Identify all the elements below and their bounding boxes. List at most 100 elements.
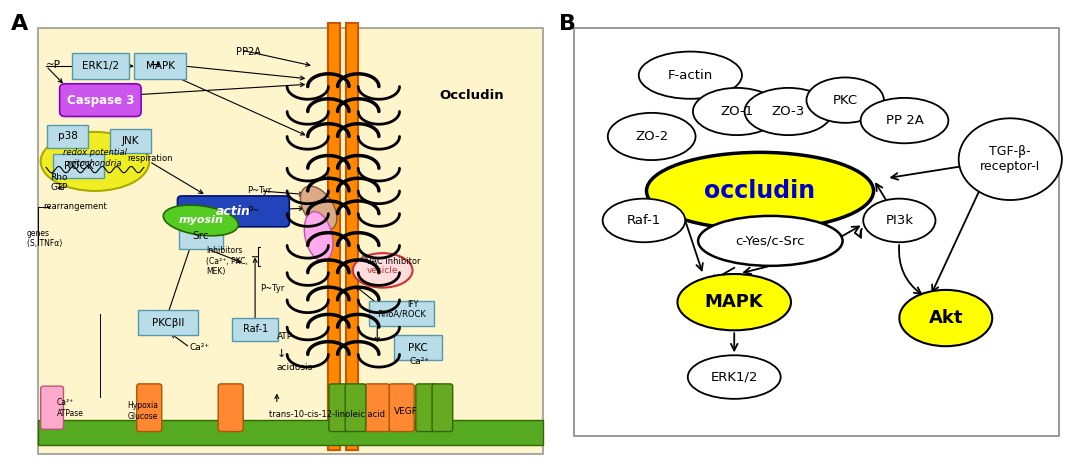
Text: ZO-1: ZO-1	[720, 105, 754, 118]
Ellipse shape	[163, 205, 239, 236]
Text: vesicle: vesicle	[367, 266, 399, 275]
Ellipse shape	[304, 212, 333, 261]
FancyBboxPatch shape	[72, 53, 129, 79]
FancyBboxPatch shape	[432, 384, 453, 431]
Text: PI3k: PI3k	[886, 214, 914, 227]
Text: ZO-2: ZO-2	[635, 130, 669, 143]
Text: Akt: Akt	[929, 309, 963, 327]
Ellipse shape	[745, 88, 832, 135]
FancyBboxPatch shape	[364, 384, 390, 431]
Text: VAC inhibitor: VAC inhibitor	[367, 257, 421, 266]
FancyBboxPatch shape	[139, 310, 198, 335]
Text: ROCK: ROCK	[63, 161, 94, 171]
FancyBboxPatch shape	[110, 129, 150, 153]
FancyBboxPatch shape	[232, 318, 278, 341]
Text: RhoA/ROCK: RhoA/ROCK	[377, 309, 426, 318]
Text: GTP: GTP	[51, 183, 68, 192]
Text: ATP: ATP	[277, 332, 292, 341]
FancyBboxPatch shape	[369, 301, 434, 326]
Text: TGF-β-
receptor-I: TGF-β- receptor-I	[980, 145, 1041, 173]
FancyBboxPatch shape	[41, 386, 63, 429]
Text: occludin: occludin	[704, 179, 816, 203]
Text: VEGF: VEGF	[393, 407, 417, 416]
FancyBboxPatch shape	[38, 28, 543, 454]
Text: ~P: ~P	[46, 60, 61, 70]
Text: redox potential
mitochondria: redox potential mitochondria	[63, 148, 127, 168]
Text: genes
(S, TNFα): genes (S, TNFα)	[27, 229, 62, 249]
FancyBboxPatch shape	[38, 420, 543, 445]
Text: Raf-1: Raf-1	[243, 324, 268, 335]
FancyBboxPatch shape	[177, 196, 289, 227]
Text: MAPK: MAPK	[145, 61, 174, 71]
Text: respiration: respiration	[128, 154, 173, 163]
Text: rearrangement: rearrangement	[43, 202, 108, 212]
Text: PKC: PKC	[833, 94, 858, 107]
Ellipse shape	[300, 186, 336, 230]
Text: Occludin: Occludin	[440, 89, 504, 102]
Text: Ca²⁺: Ca²⁺	[190, 343, 210, 352]
FancyBboxPatch shape	[137, 384, 161, 431]
Text: A: A	[11, 14, 28, 34]
Ellipse shape	[677, 274, 791, 330]
Text: Raf-1: Raf-1	[627, 214, 661, 227]
FancyBboxPatch shape	[53, 154, 104, 178]
FancyBboxPatch shape	[218, 384, 243, 431]
Text: ↓: ↓	[277, 350, 286, 359]
Text: Ca²⁺: Ca²⁺	[410, 357, 430, 366]
Text: F-actin: F-actin	[668, 69, 713, 82]
Text: P~Tyr: P~Tyr	[260, 284, 285, 293]
FancyBboxPatch shape	[574, 28, 1059, 436]
FancyBboxPatch shape	[345, 384, 366, 431]
Text: B: B	[559, 14, 576, 34]
Ellipse shape	[959, 118, 1062, 200]
Text: acidosis: acidosis	[277, 364, 313, 373]
Text: p38: p38	[58, 132, 77, 141]
Text: actin: actin	[216, 205, 250, 218]
Text: ZO-3: ZO-3	[772, 105, 805, 118]
Ellipse shape	[646, 153, 874, 229]
Text: PP 2A: PP 2A	[886, 114, 923, 127]
Ellipse shape	[603, 198, 685, 242]
Text: P~Tyr: P~Tyr	[247, 186, 271, 196]
Ellipse shape	[806, 77, 884, 123]
Text: MAPK: MAPK	[705, 293, 763, 311]
Ellipse shape	[639, 51, 742, 99]
Text: JNK: JNK	[121, 136, 139, 146]
Ellipse shape	[607, 113, 696, 160]
Text: myosin: myosin	[178, 215, 224, 226]
Text: ERK1/2: ERK1/2	[82, 61, 119, 71]
Text: Inhibitors
(Ca²⁺, PKC,
MEK): Inhibitors (Ca²⁺, PKC, MEK)	[206, 247, 248, 276]
Text: P~: P~	[247, 205, 259, 214]
Text: →: →	[149, 58, 160, 71]
Text: Caspase 3: Caspase 3	[67, 94, 134, 107]
Text: ERK1/2: ERK1/2	[711, 371, 758, 384]
Text: PP2A: PP2A	[236, 47, 261, 58]
FancyBboxPatch shape	[346, 23, 358, 450]
FancyBboxPatch shape	[180, 224, 223, 249]
Ellipse shape	[861, 98, 948, 143]
Text: PKCβII: PKCβII	[152, 318, 185, 328]
Ellipse shape	[41, 132, 149, 191]
Ellipse shape	[693, 88, 780, 135]
FancyBboxPatch shape	[416, 384, 436, 431]
Ellipse shape	[900, 290, 992, 346]
Text: ✿: ✿	[361, 252, 368, 261]
FancyBboxPatch shape	[47, 124, 88, 148]
Text: trans-10-cis-12-linoleic acid: trans-10-cis-12-linoleic acid	[269, 410, 385, 419]
Text: c-Yes/c-Src: c-Yes/c-Src	[735, 234, 805, 248]
FancyBboxPatch shape	[60, 84, 141, 117]
Ellipse shape	[698, 216, 843, 266]
FancyBboxPatch shape	[393, 335, 443, 360]
Text: Src: Src	[192, 231, 209, 241]
Text: Ca²⁺
ATPase: Ca²⁺ ATPase	[57, 398, 84, 417]
FancyBboxPatch shape	[328, 23, 341, 450]
FancyBboxPatch shape	[389, 384, 414, 431]
FancyBboxPatch shape	[329, 384, 349, 431]
Ellipse shape	[688, 355, 780, 399]
Text: IFY: IFY	[407, 300, 418, 309]
Text: PKC: PKC	[408, 343, 428, 352]
Ellipse shape	[353, 253, 413, 288]
Text: Rho: Rho	[51, 173, 68, 182]
Text: Hypoxia
Glucose: Hypoxia Glucose	[128, 402, 158, 421]
Ellipse shape	[863, 198, 935, 242]
